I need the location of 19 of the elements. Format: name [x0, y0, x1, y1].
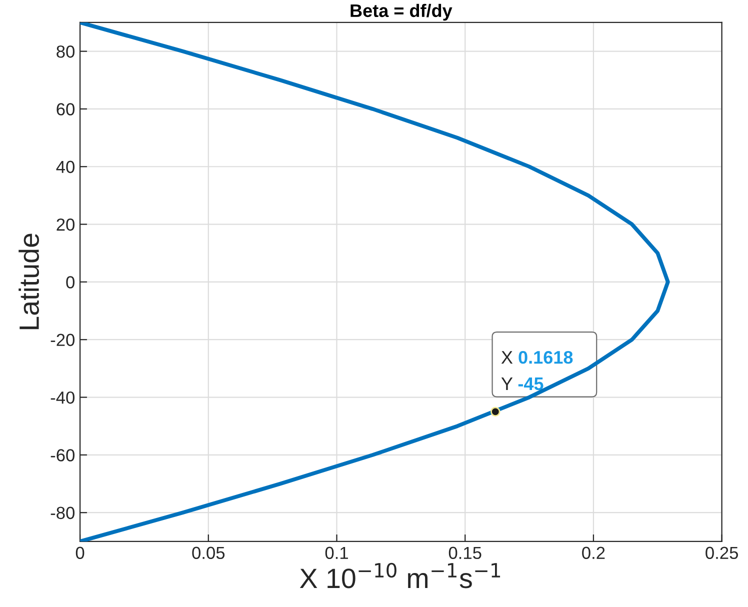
y-tick-label: 80 — [56, 45, 74, 58]
x-tick-label: 0 — [76, 546, 84, 560]
y-tick-label: 60 — [56, 103, 74, 116]
x-tick-label: 0.2 — [582, 546, 605, 560]
y-tick-label: -40 — [50, 391, 74, 404]
x-tick-label: 0.1 — [325, 546, 348, 560]
y-tick-label: 40 — [56, 160, 74, 174]
y-axis-title: Latitude — [18, 234, 40, 330]
x-tick-label: 0.15 — [448, 546, 482, 560]
y-tick-label: 20 — [56, 218, 74, 231]
y-tick-label: 0 — [66, 276, 74, 288]
y-tick-label: -80 — [50, 506, 74, 520]
y-tick-label: -60 — [50, 449, 74, 462]
x-tick-label: 0.25 — [706, 546, 738, 560]
annotation: X 0.1618 Y -45 — [501, 350, 573, 390]
x-axis-title: X 10$^{−10}$ m$^{−1}$s$^{−1}$ — [300, 562, 500, 588]
chart-title: Beta = df/dy — [350, 4, 452, 21]
x-tick-label: 0.05 — [192, 546, 225, 560]
y-tick-label: -20 — [50, 334, 74, 346]
